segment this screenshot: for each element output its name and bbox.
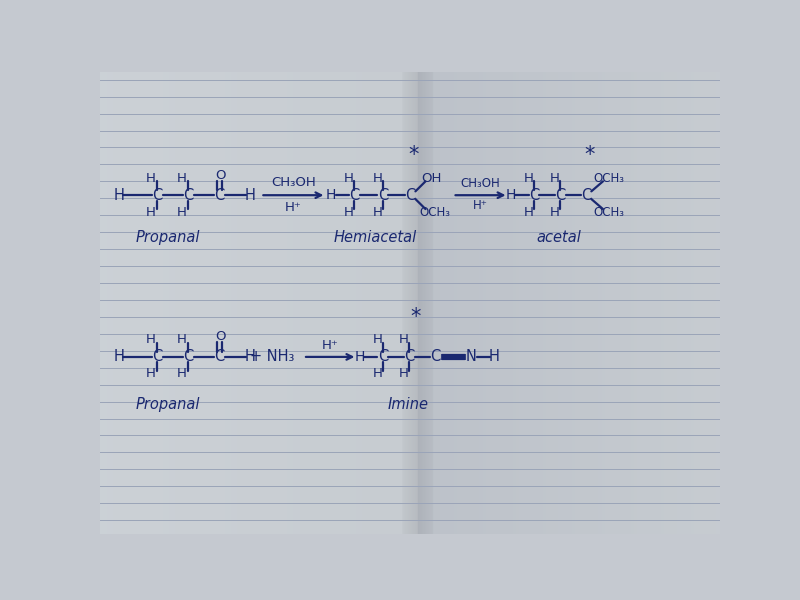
Text: C: C [183, 349, 194, 364]
Text: C: C [404, 349, 414, 364]
Text: H: H [550, 206, 560, 218]
Text: H: H [178, 334, 187, 346]
Text: H: H [326, 188, 336, 202]
Text: H: H [245, 349, 256, 364]
Text: H: H [344, 172, 354, 185]
Text: H: H [373, 172, 382, 185]
Text: H: H [146, 367, 156, 380]
Text: H: H [399, 334, 409, 346]
Text: H: H [178, 172, 187, 185]
Text: C: C [378, 349, 388, 364]
Text: H: H [506, 188, 516, 202]
Text: H: H [399, 367, 409, 380]
Text: C: C [555, 188, 566, 203]
Text: Propanal: Propanal [135, 230, 200, 245]
Text: H⁺: H⁺ [473, 199, 488, 212]
Text: H: H [354, 350, 365, 364]
Text: H: H [245, 188, 256, 203]
Text: OH: OH [422, 172, 442, 185]
Text: H: H [344, 206, 354, 218]
Text: OCH₃: OCH₃ [419, 206, 450, 218]
Text: *: * [585, 145, 595, 165]
Text: H: H [373, 367, 382, 380]
Text: *: * [410, 307, 421, 327]
Text: H: H [113, 188, 124, 203]
Text: C: C [152, 188, 162, 203]
Text: C: C [152, 349, 162, 364]
Text: Imine: Imine [387, 397, 428, 412]
Text: acetal: acetal [536, 230, 582, 245]
Text: H: H [178, 206, 187, 218]
Text: H: H [178, 367, 187, 380]
Text: C: C [349, 188, 359, 203]
Text: C: C [430, 349, 441, 364]
Text: + NH₃: + NH₃ [250, 349, 294, 364]
Text: H: H [373, 206, 382, 218]
Text: C: C [214, 188, 225, 203]
Text: C: C [214, 349, 225, 364]
Text: CH₃OH: CH₃OH [271, 176, 316, 190]
Text: H: H [373, 334, 382, 346]
Text: *: * [409, 145, 419, 165]
Text: H: H [550, 172, 560, 185]
Text: H: H [489, 349, 500, 364]
Text: N: N [466, 349, 477, 364]
Text: H: H [146, 172, 156, 185]
Text: C: C [183, 188, 194, 203]
Text: H: H [113, 349, 124, 364]
Text: H: H [524, 172, 534, 185]
Text: C: C [405, 188, 415, 203]
Text: H: H [146, 334, 156, 346]
Text: H: H [146, 206, 156, 218]
Text: H⁺: H⁺ [322, 339, 338, 352]
Text: Propanal: Propanal [135, 397, 200, 412]
Text: Hemiacetal: Hemiacetal [334, 230, 417, 245]
Text: C: C [378, 188, 388, 203]
Text: C: C [581, 188, 591, 203]
Text: H⁺: H⁺ [285, 201, 302, 214]
Text: O: O [216, 331, 226, 343]
Text: OCH₃: OCH₃ [594, 172, 625, 185]
Text: C: C [529, 188, 539, 203]
Text: OCH₃: OCH₃ [594, 206, 625, 218]
Text: CH₃OH: CH₃OH [461, 177, 501, 190]
Text: H: H [524, 206, 534, 218]
Text: O: O [216, 169, 226, 182]
